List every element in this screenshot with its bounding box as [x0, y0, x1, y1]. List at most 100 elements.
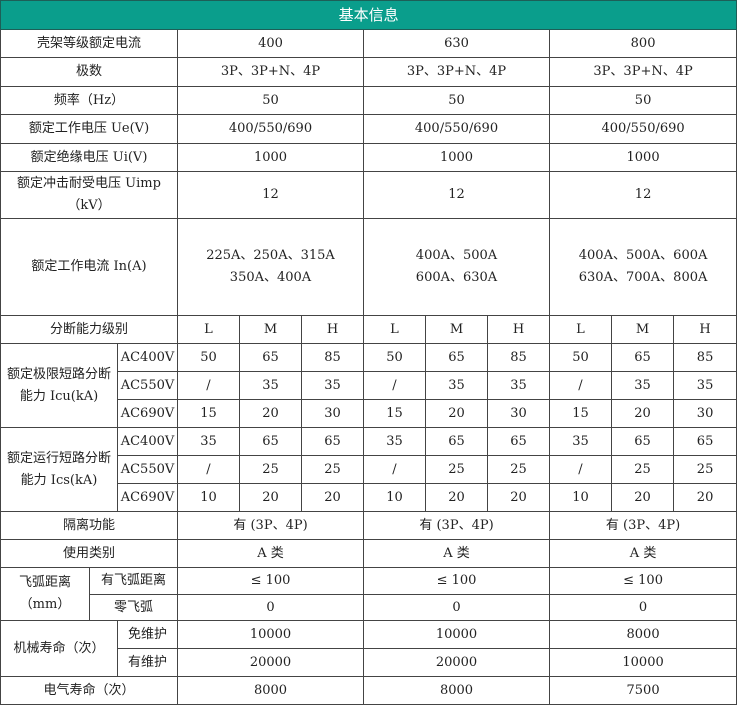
value-cell: 65	[672, 427, 737, 456]
table-row: 有维护 20000 20000 10000	[1, 648, 737, 677]
value-cell: 12	[177, 171, 364, 219]
value-cell: 12	[363, 171, 550, 219]
value-cell: 0	[177, 594, 364, 621]
value-cell: 400A、500A、600A 630A、700A、800A	[548, 218, 737, 316]
value-cell: 有 (3P、4P)	[363, 511, 550, 540]
row-label: 额定冲击耐受电压 Uimp（kV）	[0, 171, 178, 219]
table-row: AC690V 15 20 30 15 20 30 15 20 30	[1, 399, 737, 428]
value-cell: 20	[672, 483, 737, 512]
value-cell: 10000	[177, 620, 364, 649]
value-cell: A 类	[548, 539, 737, 568]
value-cell: 20	[239, 399, 302, 428]
table-row: 飞弧距离（mm） 有飞弧距离 ≤ 100 ≤ 100 ≤ 100	[0, 567, 737, 621]
value-cell: 35	[611, 371, 674, 400]
value-cell: 25	[301, 455, 364, 484]
value-cell: 10	[177, 483, 240, 512]
value-cell: 15	[363, 399, 426, 428]
row-label: 额定极限短路分断能力 Icu(kA)	[0, 343, 118, 428]
table-row: 额定运行短路分断能力 Ics(kA) AC400V 35 65 65 35 65 65 35 65…	[0, 427, 737, 512]
value-cell: 35	[301, 371, 364, 400]
value-cell: 20	[611, 399, 674, 428]
value-cell: 25	[672, 455, 737, 484]
value-cell: 65	[239, 427, 302, 456]
level-header: L	[363, 315, 426, 344]
value-cell: 30	[487, 399, 550, 428]
value-cell: 1000	[177, 143, 364, 172]
value-cell: 35	[363, 427, 426, 456]
value-cell: 12	[548, 171, 737, 219]
value-cell: /	[363, 371, 426, 400]
value-cell: 0	[363, 594, 550, 621]
value-cell: A 类	[363, 539, 550, 568]
value-cell: 20	[301, 483, 364, 512]
value-cell: 25	[611, 455, 674, 484]
table-row: 频率（Hz） 50 50 50	[0, 86, 737, 115]
value-cell: 10	[363, 483, 426, 512]
value-cell: ≤ 100	[177, 567, 364, 595]
value-cell: 3P、3P+N、4P	[548, 57, 737, 87]
table-row: 壳架等级额定电流 400 630 800	[0, 29, 737, 58]
row-label: 壳架等级额定电流	[0, 29, 178, 58]
row-label: 额定运行短路分断能力 Ics(kA)	[0, 427, 118, 512]
value-cell: /	[363, 455, 426, 484]
table-row: AC550V/25 25/25 25/25 25	[1, 455, 737, 484]
value-cell: 10000	[363, 620, 550, 649]
value-cell: 630	[363, 29, 550, 58]
value-cell: /	[177, 371, 240, 400]
value-cell: 35	[425, 371, 488, 400]
table-row: 隔离功能有 (3P、4P) 有 (3P、4P) 有 (3P、4P)	[0, 511, 737, 540]
sub-label: 有飞弧距离	[89, 567, 178, 595]
value-cell: 15	[549, 399, 612, 428]
sub-label: 零飞弧	[89, 594, 178, 621]
value-cell: 7500	[548, 676, 737, 705]
voltage-label: AC400V	[117, 427, 178, 456]
row-label: 飞弧距离（mm）	[0, 567, 90, 621]
value-cell: 有 (3P、4P)	[548, 511, 737, 540]
table-row: 额定工作电压 Ue(V) 400/550/690 400/550/690 400/55…	[0, 114, 737, 144]
sub-label: 免维护	[117, 620, 178, 649]
table-row: 机械寿命（次） 免维护 10000 10000 8000	[0, 620, 737, 677]
value-cell: /	[177, 455, 240, 484]
value-cell: 400	[177, 29, 364, 58]
value-cell: 65	[301, 427, 364, 456]
table-title: 基本信息	[0, 0, 737, 30]
voltage-label: AC550V	[117, 371, 178, 400]
table-row: AC550V/35 35/35 35/35 35	[1, 371, 737, 400]
value-cell: /	[549, 455, 612, 484]
level-header: H	[487, 315, 550, 344]
value-cell: 50	[177, 86, 364, 115]
value-cell: 20	[425, 399, 488, 428]
value-cell: 65	[425, 427, 488, 456]
value-cell: 35	[239, 371, 302, 400]
value-cell: 1000	[548, 143, 737, 172]
value-cell: 35	[487, 371, 550, 400]
table-row: 零飞弧 0 0 0	[1, 594, 737, 621]
value-cell: ≤ 100	[548, 567, 737, 595]
value-cell: A 类	[177, 539, 364, 568]
value-cell: 35	[177, 427, 240, 456]
value-cell: /	[549, 371, 612, 400]
value-cell: 400/550/690	[548, 114, 737, 144]
value-cell: 25	[425, 455, 488, 484]
value-cell: 225A、250A、315A 350A、400A	[177, 218, 364, 316]
value-cell: 35	[549, 427, 612, 456]
row-label: 极数	[0, 57, 178, 87]
level-header: L	[549, 315, 612, 344]
value-cell: 30	[672, 399, 737, 428]
value-cell: 20	[239, 483, 302, 512]
value-cell: ≤ 100	[363, 567, 550, 595]
value-cell: 50	[548, 86, 737, 115]
table-row: 额定绝缘电压 Ui(V) 1000 1000 1000	[0, 143, 737, 172]
level-header: H	[301, 315, 364, 344]
row-label: 机械寿命（次）	[0, 620, 118, 677]
value-cell: 30	[301, 399, 364, 428]
value-cell: 50	[549, 343, 612, 372]
level-header: H	[672, 315, 737, 344]
value-cell: 20	[611, 483, 674, 512]
value-cell: 400/550/690	[177, 114, 364, 144]
value-cell: 35	[672, 371, 737, 400]
level-header: L	[177, 315, 240, 344]
breaking-level-row: 分断能力级别 L M H L M H L M H	[0, 315, 737, 344]
voltage-label: AC690V	[117, 483, 178, 512]
value-cell: 0	[548, 594, 737, 621]
